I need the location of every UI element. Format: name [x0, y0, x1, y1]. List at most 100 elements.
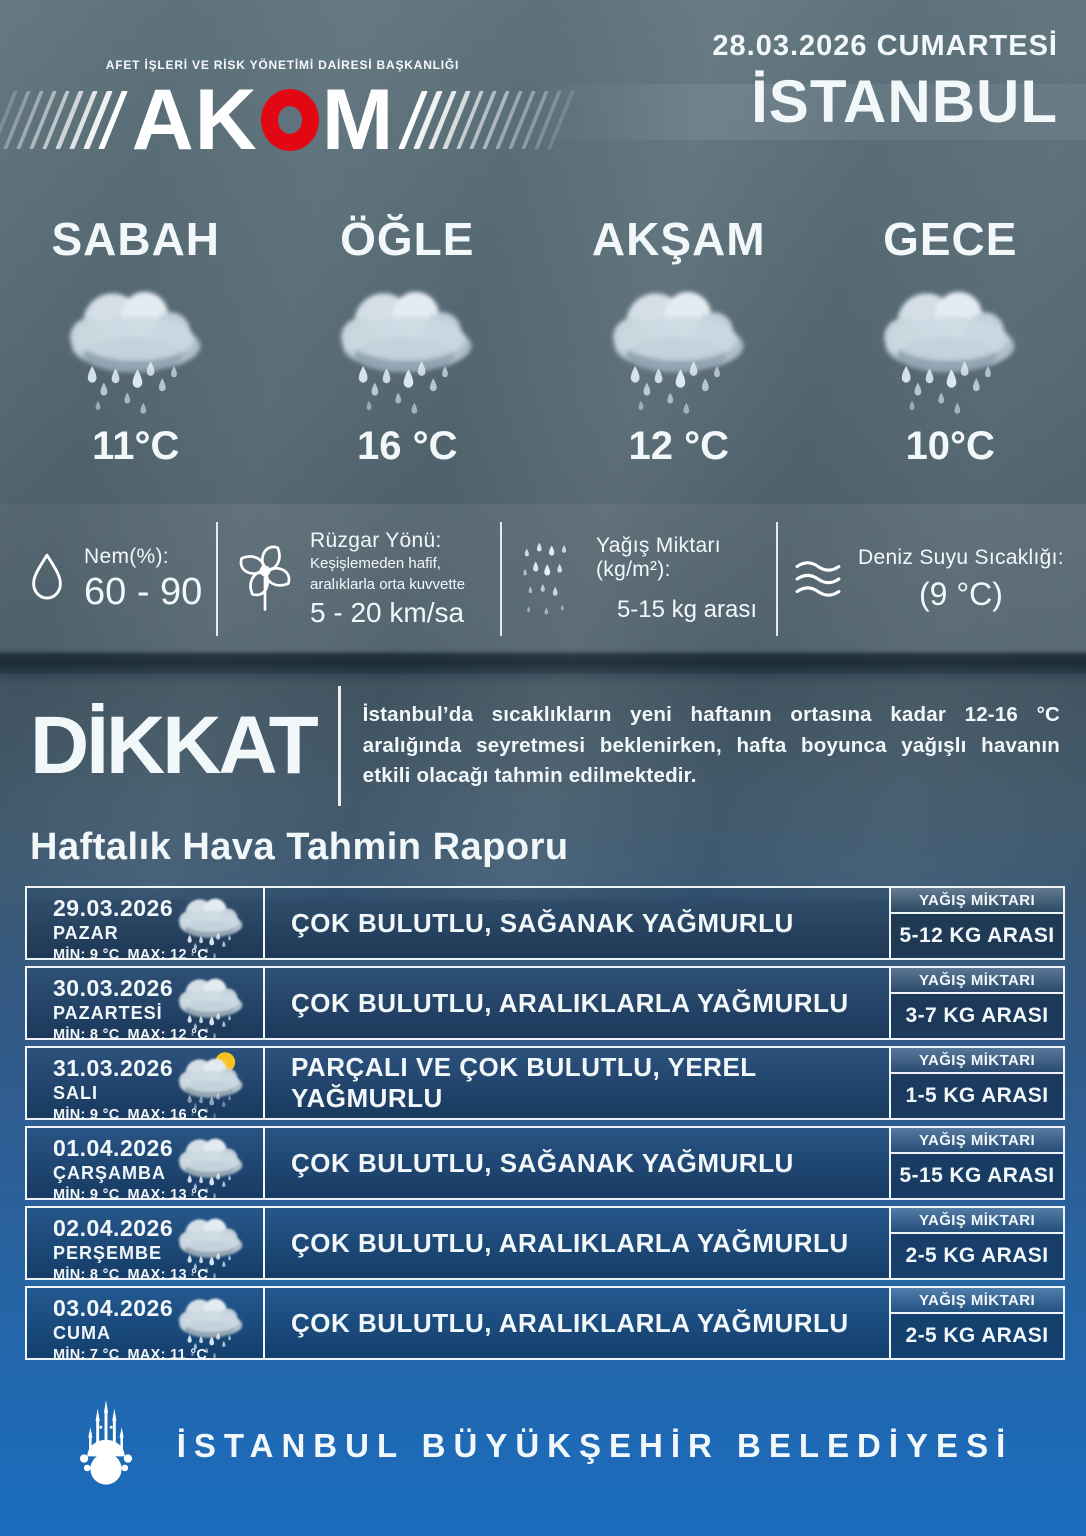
period-temperature: 16 °C: [357, 424, 458, 468]
table-row: 29.03.2026 PAZAR MİN: 9 °C MAX: 12 °C ÇOK…: [25, 886, 1065, 963]
amount-value: 5-15 KG ARASI: [889, 1152, 1065, 1200]
amount-header: YAĞIŞ MİKTARI: [889, 1286, 1065, 1314]
precipitation-metric: Yağış Miktarı (kg/m²): 5-15 kg arası: [502, 504, 778, 654]
row-day: PAZARTESİ: [53, 1003, 163, 1023]
weekly-forecast-title: Haftalık Hava Tahmin Raporu: [30, 826, 569, 868]
row-date: 31.03.2026: [53, 1055, 174, 1081]
row-min: MİN: 9 °C: [53, 1187, 120, 1203]
logo-stripes-left-icon: [0, 89, 128, 151]
period-ogle: ÖĞLE 16 °C: [272, 212, 544, 469]
sea-temperature-label: Deniz Suyu Sıcaklığı:: [858, 545, 1064, 569]
period-label: ÖĞLE: [340, 213, 475, 265]
divider: [216, 522, 218, 636]
day-periods: SABAH 11°C ÖĞLE 16 °C AKŞAM 12 °C GECE 1…: [0, 212, 1086, 469]
row-day: CUMA: [53, 1323, 111, 1343]
row-min: MİN: 8 °C: [53, 1267, 120, 1283]
amount-header: YAĞIŞ MİKTARI: [889, 1046, 1065, 1074]
row-max: MAX: 11 °C: [127, 1347, 208, 1363]
row-date: 30.03.2026: [53, 975, 174, 1001]
report-date: 28.03.2026 CUMARTESİ: [712, 30, 1058, 62]
period-temperature: 11°C: [92, 424, 180, 468]
footer: İSTANBUL BÜYÜKŞEHİR BELEDİYESİ: [0, 1356, 1086, 1536]
humidity-metric: Nem(%): 60 - 90: [0, 504, 218, 654]
amount-cell: YAĞIŞ MİKTARI 2-5 KG ARASI: [889, 1206, 1065, 1280]
day-cell: 02.04.2026 PERŞEMBE MİN: 8 °C MAX: 13 °C: [25, 1206, 265, 1283]
date-city-block: 28.03.2026 CUMARTESİ İSTANBUL: [712, 30, 1058, 136]
table-row: 03.04.2026 CUMA MİN: 7 °C MAX: 11 °C ÇOK …: [25, 1286, 1065, 1363]
akom-logo-block: AFET İŞLERİ VE RİSK YÖNETİMİ DAİRESİ BAŞ…: [0, 58, 576, 163]
akom-logo-row: AK M: [0, 77, 576, 163]
droplet-icon: [26, 551, 68, 607]
row-max: MAX: 16 °C: [127, 1107, 209, 1123]
warning-title: DİKKAT: [30, 700, 319, 791]
amount-header: YAĞIŞ MİKTARI: [889, 1206, 1065, 1234]
day-cell: 03.04.2026 CUMA MİN: 7 °C MAX: 11 °C: [25, 1286, 265, 1363]
day-cell: 29.03.2026 PAZAR MİN: 9 °C MAX: 12 °C: [25, 886, 265, 963]
period-label: AKŞAM: [591, 213, 766, 265]
amount-value: 1-5 KG ARASI: [889, 1072, 1065, 1120]
wind-label: Rüzgar Yönü:: [310, 529, 442, 553]
row-date: 03.04.2026: [53, 1295, 174, 1321]
day-cell: 30.03.2026 PAZARTESİ MİN: 8 °C MAX: 12 °C: [25, 966, 265, 1043]
amount-cell: YAĞIŞ MİKTARI 2-5 KG ARASI: [889, 1286, 1065, 1360]
rain-cloud-icon: [41, 270, 231, 422]
metrics-strip: Nem(%): 60 - 90 Rüzgar Yönü: Keşişlemede…: [0, 504, 1086, 654]
rain-cloud-icon: [855, 270, 1045, 422]
sun-cloud-rain-icon: [163, 1048, 259, 1122]
akom-red-o-icon: [260, 89, 319, 151]
rain-cloud-icon: [163, 1128, 259, 1202]
sea-temperature-metric: Deniz Suyu Sıcaklığı: (9 °C): [778, 504, 1086, 654]
table-row: 30.03.2026 PAZARTESİ MİN: 8 °C MAX: 12 °C…: [25, 966, 1065, 1043]
row-day: ÇARŞAMBA: [53, 1163, 166, 1183]
rain-cloud-icon: [163, 968, 259, 1042]
department-label: AFET İŞLERİ VE RİSK YÖNETİMİ DAİRESİ BAŞ…: [105, 58, 460, 72]
table-row: 31.03.2026 SALI MİN: 9 °C MAX: 16 °C PARÇ…: [25, 1046, 1065, 1123]
row-minmax: MİN: 9 °C MAX: 12 °C: [53, 947, 263, 963]
wind-description-line2: aralıklarla orta kuvvette: [310, 576, 466, 593]
row-condition: PARÇALI VE ÇOK BULUTLU, YEREL YAĞMURLU: [263, 1046, 891, 1120]
table-row: 01.04.2026 ÇARŞAMBA MİN: 9 °C MAX: 13 °C …: [25, 1126, 1065, 1203]
row-min: MİN: 9 °C: [53, 1107, 120, 1123]
row-minmax: MİN: 9 °C MAX: 16 °C: [53, 1107, 263, 1123]
amount-cell: YAĞIŞ MİKTARI 3-7 KG ARASI: [889, 966, 1065, 1040]
divider: [776, 522, 778, 636]
period-temperature: 10°C: [905, 424, 995, 468]
period-label: SABAH: [51, 213, 221, 265]
row-minmax: MİN: 8 °C MAX: 13 °C: [53, 1267, 263, 1283]
row-minmax: MİN: 7 °C MAX: 11 °C: [53, 1347, 263, 1363]
day-cell: 31.03.2026 SALI MİN: 9 °C MAX: 16 °C: [25, 1046, 265, 1123]
wind-speed-value: 5 - 20 km/sa: [310, 596, 465, 628]
waves-icon: [794, 555, 842, 603]
row-day: PAZAR: [53, 923, 119, 943]
period-label: GECE: [883, 213, 1018, 265]
row-condition: ÇOK BULUTLU, ARALIKLARLA YAĞMURLU: [263, 966, 891, 1040]
period-sabah: SABAH 11°C: [0, 212, 272, 469]
row-day: SALI: [53, 1083, 99, 1103]
amount-header: YAĞIŞ MİKTARI: [889, 1126, 1065, 1154]
amount-value: 5-12 KG ARASI: [889, 912, 1065, 960]
row-date: 02.04.2026: [53, 1215, 174, 1241]
city-title: İSTANBUL: [751, 68, 1058, 135]
city-highlight-band: [526, 84, 1086, 140]
row-max: MAX: 12 °C: [127, 947, 209, 963]
rain-cloud-icon: [163, 1208, 259, 1282]
amount-cell: YAĞIŞ MİKTARI 5-12 KG ARASI: [889, 886, 1065, 960]
weekly-forecast-table: 29.03.2026 PAZAR MİN: 9 °C MAX: 12 °C ÇOK…: [25, 886, 1065, 1366]
row-min: MİN: 9 °C: [53, 947, 120, 963]
amount-header: YAĞIŞ MİKTARI: [889, 886, 1065, 914]
amount-cell: YAĞIŞ MİKTARI 5-15 KG ARASI: [889, 1126, 1065, 1200]
amount-value: 3-7 KG ARASI: [889, 992, 1065, 1040]
rain-cloud-icon: [163, 888, 259, 962]
period-aksam: AKŞAM 12 °C: [543, 212, 815, 469]
period-temperature: 12 °C: [628, 424, 730, 468]
sea-temperature-value: (9 °C): [919, 575, 1003, 612]
row-max: MAX: 13 °C: [127, 1187, 209, 1203]
row-condition: ÇOK BULUTLU, SAĞANAK YAĞMURLU: [263, 886, 891, 960]
akom-wordmark: AK M: [132, 77, 395, 163]
day-cell: 01.04.2026 ÇARŞAMBA MİN: 9 °C MAX: 13 °C: [25, 1126, 265, 1203]
wind-metric: Rüzgar Yönü: Keşişlemeden hafif, aralıkl…: [218, 504, 502, 654]
row-max: MAX: 12 °C: [127, 1027, 209, 1043]
wind-description-line1: Keşişlemeden hafif,: [310, 555, 441, 573]
divider: [500, 522, 502, 636]
